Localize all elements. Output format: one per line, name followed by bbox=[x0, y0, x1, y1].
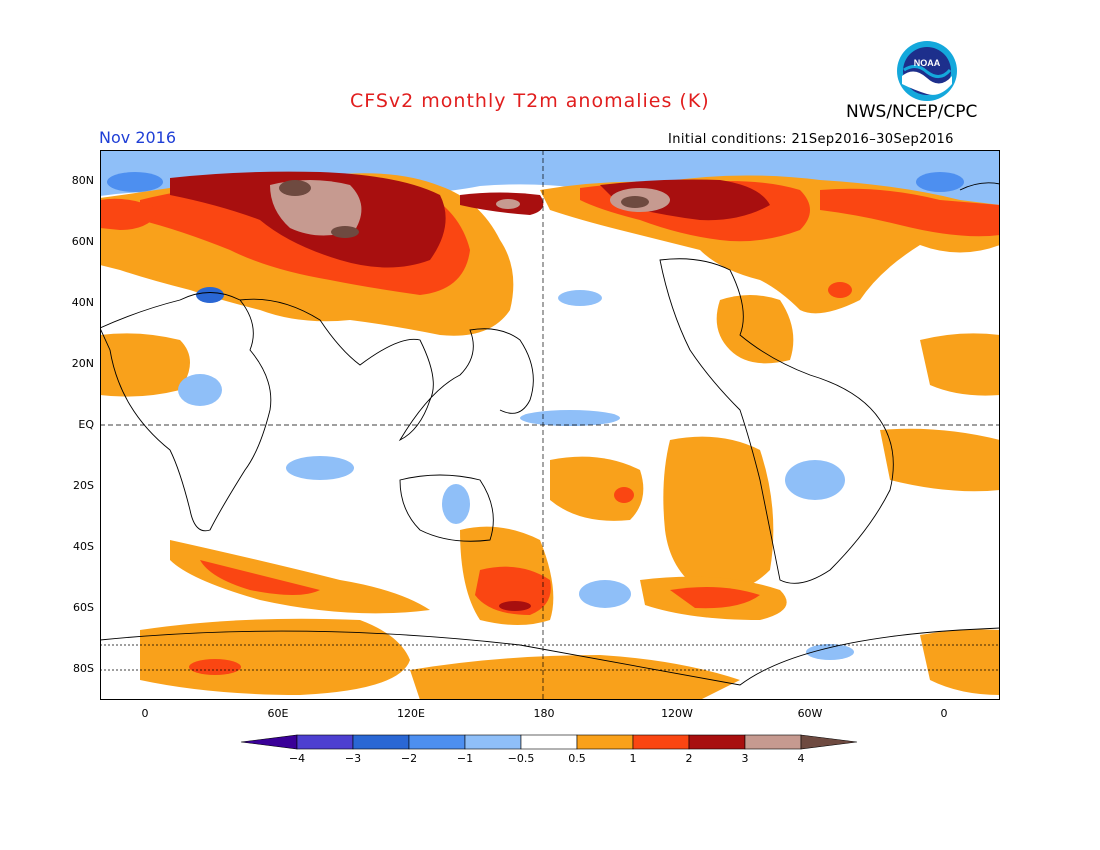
arctic-negative-anomaly bbox=[100, 150, 1000, 205]
forecast-month: Nov 2016 bbox=[99, 128, 177, 147]
coastlines bbox=[100, 182, 1000, 686]
colorbar-label: −2 bbox=[400, 752, 418, 765]
lon-label-60e: 60E bbox=[267, 707, 289, 720]
lon-label-120w: 120W bbox=[661, 707, 693, 720]
lon-label-60w: 60W bbox=[797, 707, 823, 720]
lat-label-20n: 20N bbox=[71, 357, 94, 370]
colorbar-arrow-right bbox=[800, 734, 858, 750]
north-america-warm-anomaly bbox=[460, 175, 1000, 364]
colorbar-segment bbox=[744, 734, 802, 750]
noaa-logo-text: NOAA bbox=[914, 58, 941, 68]
colorbar-segment bbox=[464, 734, 522, 750]
colorbar-segment bbox=[352, 734, 410, 750]
colorbar-label: −0.5 bbox=[507, 752, 535, 765]
colorbar-label: 2 bbox=[685, 752, 693, 765]
colorbar-label: 4 bbox=[797, 752, 805, 765]
colorbar-segment bbox=[408, 734, 466, 750]
colorbar-segment bbox=[688, 734, 746, 750]
colorbar-label: −4 bbox=[288, 752, 306, 765]
antarctic-warm-anomaly bbox=[140, 618, 1000, 700]
cool-anomaly-patches bbox=[178, 290, 854, 660]
lat-label-40n: 40N bbox=[71, 296, 94, 309]
agency-label: NWS/NCEP/CPC bbox=[846, 102, 978, 122]
lat-label-80n: 80N bbox=[71, 174, 94, 187]
colorbar-label: 1 bbox=[629, 752, 637, 765]
colorbar-label: −3 bbox=[344, 752, 362, 765]
lat-label-60s: 60S bbox=[73, 601, 94, 614]
colorbar-label: −1 bbox=[456, 752, 474, 765]
grid-lines bbox=[100, 150, 1000, 700]
southern-warm-anomaly bbox=[100, 333, 1000, 625]
colorbar-segment bbox=[296, 734, 354, 750]
lon-label-180: 180 bbox=[533, 707, 555, 720]
eurasia-warm-anomaly bbox=[100, 171, 514, 336]
colorbar-segment bbox=[632, 734, 690, 750]
colorbar-segment bbox=[576, 734, 634, 750]
anomaly-map bbox=[100, 150, 1000, 700]
colorbar-label: 0.5 bbox=[568, 752, 586, 765]
lat-label-eq: EQ bbox=[78, 418, 94, 431]
colorbar-segment bbox=[520, 734, 578, 750]
color-bar bbox=[240, 734, 858, 750]
lat-label-40s: 40S bbox=[73, 540, 94, 553]
lon-label-0-east: 0 bbox=[940, 707, 948, 720]
noaa-logo: NOAA bbox=[897, 41, 957, 101]
lat-label-60n: 60N bbox=[71, 235, 94, 248]
map-title: CFSv2 monthly T2m anomalies (K) bbox=[350, 90, 710, 112]
initial-conditions: Initial conditions: 21Sep2016–30Sep2016 bbox=[668, 132, 954, 147]
colorbar-label: 3 bbox=[741, 752, 749, 765]
lon-label-120e: 120E bbox=[397, 707, 425, 720]
lon-label-0: 0 bbox=[141, 707, 149, 720]
colorbar-arrow-left bbox=[240, 734, 298, 750]
lat-label-20s: 20S bbox=[73, 479, 94, 492]
lat-label-80s: 80S bbox=[73, 662, 94, 675]
